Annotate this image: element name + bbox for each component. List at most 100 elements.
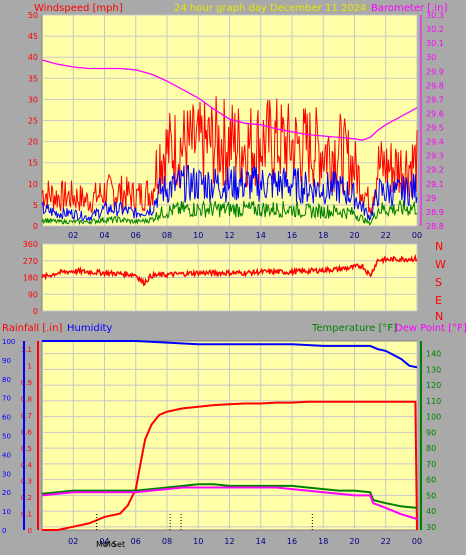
humidity-label: Humidity bbox=[67, 323, 112, 334]
wind-xtick-label: 16 bbox=[287, 231, 297, 240]
chart-title: 24 hour graph day December 11 2024 bbox=[174, 3, 366, 14]
wind-xtick-label: 02 bbox=[68, 231, 78, 240]
rain-xtick-label: 18 bbox=[318, 537, 328, 546]
wind-ytick-label: 50 bbox=[28, 11, 38, 20]
direction-ytick-label: 180 bbox=[23, 274, 38, 283]
barometer-ytick-label: 28.9 bbox=[426, 208, 444, 217]
barometer-ytick-label: 29.1 bbox=[426, 180, 444, 189]
wind-xtick-label: 14 bbox=[256, 231, 266, 240]
rain-xtick-label: 14 bbox=[256, 537, 266, 546]
humidity-ytick-label: 70 bbox=[2, 395, 11, 403]
chart-gridlines bbox=[42, 14, 418, 530]
compass-n-bottom: N bbox=[435, 310, 443, 323]
rain-xtick-label: 00 bbox=[412, 537, 422, 546]
rain-ytick-label: 0.6 bbox=[21, 428, 33, 436]
humidity-ytick-label: 50 bbox=[2, 433, 11, 441]
wind-xtick-label: 12 bbox=[224, 231, 234, 240]
wind-ytick-label: 0 bbox=[33, 222, 38, 231]
barometer-ytick-label: 30.2 bbox=[426, 25, 444, 34]
temp-ytick-label: 70 bbox=[426, 460, 436, 469]
humidity-ytick-label: 0 bbox=[2, 527, 6, 535]
wind-xtick-label: 00 bbox=[412, 231, 422, 240]
moon-label-3: Set bbox=[112, 540, 125, 549]
wind-xtick-label: 22 bbox=[381, 231, 391, 240]
temp-ytick-label: 50 bbox=[426, 491, 436, 500]
temp-ytick-label: 40 bbox=[426, 507, 436, 516]
wind-series-line-0 bbox=[41, 96, 418, 214]
rain-ytick-label: 0.2 bbox=[21, 494, 32, 502]
rain-xtick-label: 20 bbox=[349, 537, 359, 546]
wind-ytick-label: 30 bbox=[28, 95, 38, 104]
temp-ytick-label: 30 bbox=[426, 523, 436, 532]
humidity-ytick-label: 60 bbox=[2, 414, 11, 422]
wind-ytick-label: 35 bbox=[28, 74, 38, 83]
humidity-ytick-label: 100 bbox=[2, 338, 15, 346]
barometer-ytick-label: 29.3 bbox=[426, 152, 444, 161]
direction-ytick-label: 0 bbox=[33, 307, 38, 316]
rain-ytick-label: 0.5 bbox=[21, 445, 32, 453]
barometer-ytick-label: 29.2 bbox=[426, 166, 444, 175]
rain-xtick-label: 04 bbox=[99, 537, 109, 546]
barometer-ytick-label: 28.8 bbox=[426, 222, 444, 231]
wind-xtick-label: 10 bbox=[193, 231, 203, 240]
rain-ytick-label: 0 bbox=[28, 527, 32, 535]
compass-e: E bbox=[435, 294, 442, 307]
lower-series-line-3 bbox=[41, 486, 418, 520]
wind-xtick-label: 08 bbox=[162, 231, 172, 240]
wind-ytick-label: 10 bbox=[28, 180, 38, 189]
barometer-ytick-label: 29.6 bbox=[426, 109, 444, 118]
wind-xtick-label: 04 bbox=[99, 231, 109, 240]
barometer-ytick-label: 29.7 bbox=[426, 95, 444, 104]
barometer-ytick-label: 29.4 bbox=[426, 138, 444, 147]
barometer-ytick-label: 29.5 bbox=[426, 124, 444, 133]
windspeed-label: Windspeed [mph] bbox=[34, 3, 123, 14]
rain-ytick-label: 0.9 bbox=[21, 379, 32, 387]
wind-series-line-2 bbox=[41, 199, 418, 227]
temp-ytick-label: 140 bbox=[426, 350, 441, 359]
rain-xtick-label: 22 bbox=[381, 537, 391, 546]
barometer-label: Barometer [.in] bbox=[371, 3, 447, 14]
lower-series-line-2 bbox=[41, 483, 418, 509]
lower-series-line-1 bbox=[42, 340, 418, 369]
rain-xtick-label: 08 bbox=[162, 537, 172, 546]
wind-xtick-label: 18 bbox=[318, 231, 328, 240]
temp-ytick-label: 60 bbox=[426, 476, 436, 485]
rain-xtick-label: 10 bbox=[193, 537, 203, 546]
temp-ytick-label: 100 bbox=[426, 413, 441, 422]
wind-ytick-label: 40 bbox=[28, 53, 38, 62]
direction-ytick-label: 270 bbox=[23, 257, 38, 266]
wind-xtick-label: 20 bbox=[349, 231, 359, 240]
wind-ytick-label: 5 bbox=[33, 201, 38, 210]
rainfall-label: Rainfall [.in] bbox=[2, 323, 63, 334]
dewpoint-label: Dew Point [°F] bbox=[395, 323, 466, 334]
humidity-ytick-label: 10 bbox=[2, 508, 11, 516]
compass-n-top: N bbox=[435, 240, 443, 253]
barometer-ytick-label: 30 bbox=[426, 53, 436, 62]
humidity-ytick-label: 80 bbox=[2, 376, 11, 384]
direction-series-line bbox=[41, 253, 418, 287]
barometer-ytick-label: 29.9 bbox=[426, 67, 444, 76]
wind-series-line-1 bbox=[41, 164, 418, 223]
humidity-ytick-label: 90 bbox=[2, 357, 11, 365]
barometer-ytick-label: 30.1 bbox=[426, 39, 444, 48]
rain-ytick-label: 0.8 bbox=[21, 396, 32, 404]
barometer-ytick-label: 29 bbox=[426, 194, 436, 203]
wind-ytick-label: 20 bbox=[28, 138, 38, 147]
wind-ytick-label: 45 bbox=[28, 32, 38, 41]
barometer-ytick-label: 29.8 bbox=[426, 81, 444, 90]
temperature-label: Temperature [°F] bbox=[311, 323, 397, 334]
humidity-ytick-label: 40 bbox=[2, 451, 11, 459]
chart-axes: 0 5 10 15 20 25 30 35 40 45 50 28.8 28.9 29 29.1 29.2 29… bbox=[2, 11, 444, 546]
wind-xtick-label: 06 bbox=[131, 231, 141, 240]
humidity-ytick-label: 20 bbox=[2, 489, 11, 497]
rain-ytick-label: 0.7 bbox=[21, 412, 32, 420]
rain-xtick-label: 16 bbox=[287, 537, 297, 546]
rain-ytick-label: 0.3 bbox=[21, 478, 32, 486]
moon-label-1: Mo bbox=[96, 540, 108, 549]
wind-ytick-label: 25 bbox=[28, 117, 38, 126]
wind-ytick-label: 15 bbox=[28, 159, 38, 168]
temp-ytick-label: 110 bbox=[426, 397, 441, 406]
direction-ytick-label: 90 bbox=[28, 290, 38, 299]
compass-s: S bbox=[435, 276, 442, 289]
